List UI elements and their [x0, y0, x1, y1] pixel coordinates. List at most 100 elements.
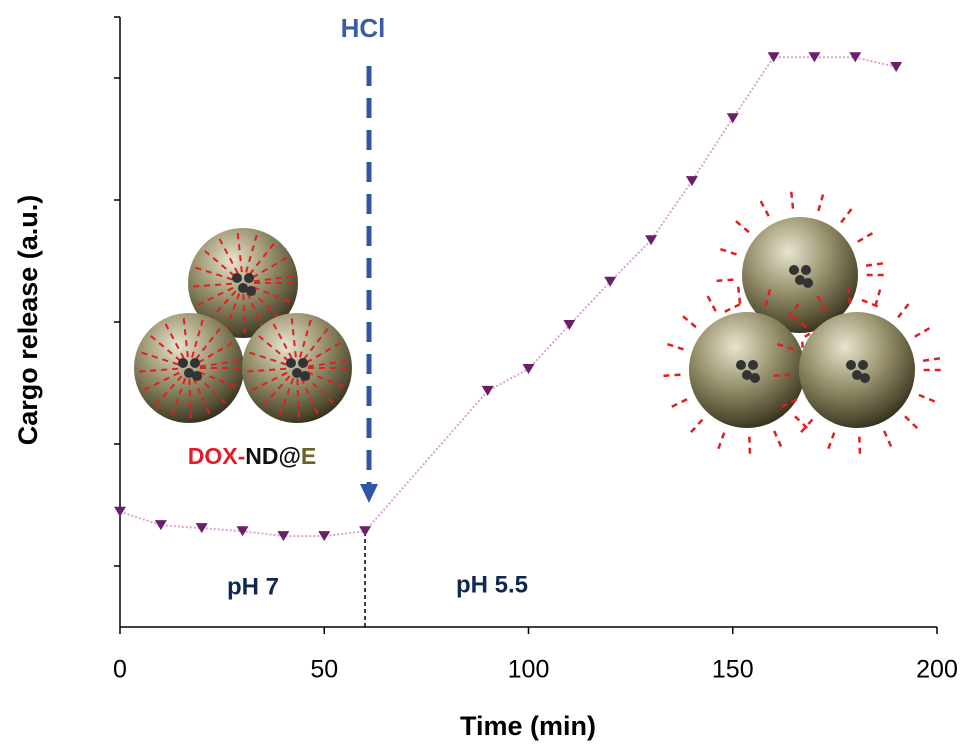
dox-dash — [249, 371, 288, 392]
dox-dash — [300, 377, 320, 417]
dox-dash — [865, 262, 884, 267]
y-axis-title: Cargo release (a.u.) — [13, 195, 43, 446]
core — [748, 360, 758, 370]
dox-dash — [787, 302, 800, 319]
dox-dash — [236, 230, 243, 273]
dox-dash — [918, 393, 936, 403]
dox-dash — [897, 302, 910, 319]
dox-dash — [148, 333, 182, 362]
dox-dash — [689, 418, 704, 434]
point — [318, 531, 331, 542]
dox-dash — [245, 232, 259, 273]
core — [860, 373, 870, 383]
dox-dash — [198, 371, 238, 389]
dox-dash — [194, 326, 222, 360]
core — [232, 273, 242, 283]
point — [685, 176, 698, 187]
core — [192, 371, 202, 381]
dox-dash — [306, 341, 343, 364]
dox-dash — [244, 367, 287, 373]
point — [481, 385, 494, 396]
dox-dash — [141, 371, 180, 392]
core — [846, 360, 856, 370]
dox-dash — [723, 303, 741, 313]
hcl-arrowhead — [360, 484, 378, 503]
point — [808, 52, 821, 63]
x-tick-label: 0 — [113, 656, 127, 684]
dox-dash — [252, 286, 292, 304]
dox-dash — [248, 241, 276, 275]
core — [246, 286, 256, 296]
core — [858, 360, 868, 370]
label-part: ND@ — [245, 443, 301, 469]
dox-dash — [182, 315, 189, 358]
dox-dash — [196, 374, 228, 406]
dox-dash — [857, 231, 874, 243]
core — [298, 358, 308, 368]
x-tick-label: 50 — [310, 656, 338, 684]
ph7-label: pH 7 — [227, 573, 279, 600]
point — [726, 113, 739, 124]
nanoparticle-illustration — [134, 191, 942, 455]
core — [178, 358, 188, 368]
dox-dash — [914, 326, 931, 338]
core — [852, 370, 862, 380]
dox-dash — [217, 236, 239, 274]
dox-dash — [163, 321, 185, 359]
dox-dash — [202, 248, 236, 277]
core — [742, 370, 752, 380]
dox-dash — [192, 377, 212, 417]
dox-dash — [716, 278, 734, 283]
dox-dash — [246, 292, 266, 332]
core — [789, 265, 799, 275]
dox-dash — [198, 341, 235, 364]
core — [795, 275, 805, 285]
dox-dash — [794, 415, 809, 430]
dox-dash — [776, 342, 794, 351]
point — [849, 52, 862, 63]
dox-dash — [170, 377, 187, 418]
dox-dash — [858, 436, 862, 455]
dox-dash — [840, 207, 853, 224]
dox-dash — [846, 286, 852, 304]
dox-dash — [306, 371, 346, 389]
core — [750, 373, 760, 383]
dox-dash — [717, 432, 726, 450]
dox-dash — [302, 326, 330, 360]
point — [277, 531, 290, 542]
core — [803, 278, 813, 288]
dox-dash — [817, 193, 825, 212]
core — [736, 360, 746, 370]
dox-dash — [764, 288, 772, 307]
dox-dash — [904, 415, 919, 430]
point — [890, 62, 903, 73]
dox-dash — [190, 282, 233, 288]
core — [238, 283, 248, 293]
series-line — [119, 56, 897, 538]
point — [563, 320, 576, 331]
dox-dash — [799, 418, 814, 434]
dox-dash — [789, 191, 795, 209]
point — [154, 520, 167, 531]
x-tick-label: 100 — [508, 656, 550, 684]
ph55-label: pH 5.5 — [456, 571, 528, 598]
x-tick-label: 200 — [916, 656, 958, 684]
dox-dash — [827, 432, 836, 450]
dox-dash — [192, 265, 233, 281]
dox-dash — [242, 293, 246, 336]
dox-dash — [874, 288, 882, 307]
core — [801, 265, 811, 275]
core — [184, 368, 194, 378]
x-axis-title: Time (min) — [460, 711, 596, 741]
dox-dash — [307, 359, 349, 368]
dox-dash — [299, 317, 313, 358]
hcl-label: HCl — [341, 13, 386, 43]
dox-dash — [663, 373, 681, 378]
dox-dash — [191, 317, 205, 358]
dox-dash — [195, 286, 234, 307]
dox-dash — [759, 200, 770, 217]
dox-dash — [250, 289, 282, 321]
dox-dash — [224, 292, 241, 333]
dox-dash — [304, 374, 336, 406]
point — [195, 523, 208, 534]
